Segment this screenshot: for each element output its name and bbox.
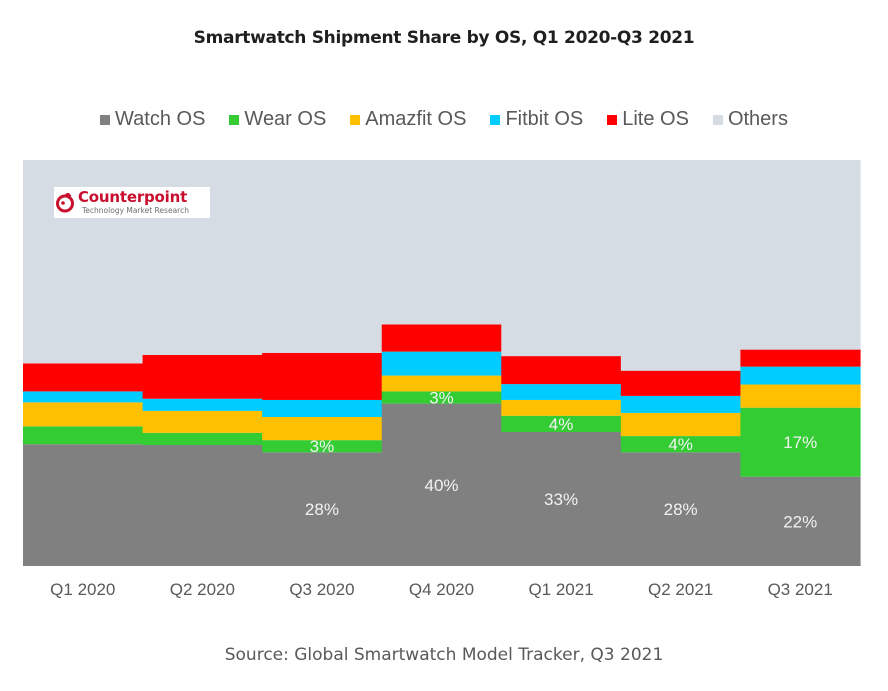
data-label-wear-os-q1-2021: 4% [549,415,574,434]
legend: Watch OS Wear OS Amazfit OS Fitbit OS Li… [0,108,888,131]
bar-segment-lite-os-q1-2020 [23,363,144,392]
bar-segment-lite-os-q3-2020 [262,352,383,400]
bar-segment-lite-os-q1-2021 [501,356,622,385]
legend-swatch-others [712,114,723,125]
bar-segment-fitbit-os-q2-2020 [142,398,263,411]
bar-segment-others-q2-2021 [620,160,742,371]
legend-swatch-fitbit-os [490,114,501,125]
bar-segment-fitbit-os-q3-2021 [740,366,861,385]
bar-segment-lite-os-q3-2021 [740,349,861,367]
bar-segment-watch-os-q3-2020 [262,452,383,566]
bar-segment-fitbit-os-q1-2021 [501,384,622,400]
counterpoint-logo-icon [56,192,74,212]
bar-segment-wear-os-q1-2021 [501,415,622,433]
bar-segment-wear-os-q2-2020 [142,432,263,446]
bar-segment-fitbit-os-q3-2020 [262,399,383,417]
bar-segment-amazfit-os-q3-2020 [262,417,383,441]
bar-segment-wear-os-q2-2021 [620,436,742,453]
bar-segment-amazfit-os-q4-2020 [381,375,502,392]
data-label-wear-os-q2-2021: 4% [668,435,693,454]
x-tick-q1-2021: Q1 2021 [528,580,593,599]
x-axis-tick-labels: Q1 2020 Q2 2020 Q3 2020 Q4 2020 Q1 2021 Q2 20… [50,580,833,599]
legend-label-amazfit-os: Amazfit OS [365,108,467,130]
bar-segment-others-q1-2021 [501,160,622,357]
counterpoint-logo: Counterpoint Technology Market Research [54,187,210,218]
data-label-watch-os-q3-2020: 28% [305,500,339,519]
bar-segment-others-q3-2021 [740,160,861,350]
legend-label-watch-os: Watch OS [115,108,206,130]
bar-segment-wear-os-q1-2020 [23,426,144,445]
bar-segment-amazfit-os-q2-2021 [620,412,742,437]
source-note: Source: Global Smartwatch Model Tracker,… [224,645,664,665]
legend-label-wear-os: Wear OS [244,108,327,130]
bar-segment-others-q4-2020 [381,160,502,325]
bar-segment-watch-os-q3-2021 [740,476,861,566]
data-label-wear-os-q3-2020: 3% [310,437,335,456]
bar-segment-watch-os-q2-2020 [142,445,263,566]
x-tick-q1-2020: Q1 2020 [50,580,115,599]
logo-tagline: Technology Market Research [82,206,189,216]
legend-item-watch-os: Watch OS [100,108,205,131]
data-labels-group: 28% 3% 40% 3% 33% 4% 28% 4% 22% 17% [305,389,817,532]
bar-segment-lite-os-q2-2020 [142,354,263,399]
bar-segment-amazfit-os-q3-2021 [740,384,861,408]
x-tick-q2-2020: Q2 2020 [170,580,235,599]
legend-item-amazfit-os: Amazfit OS [350,108,466,131]
bar-segment-fitbit-os-q1-2020 [23,391,144,403]
legend-label-others: Others [727,108,788,130]
bar-segment-amazfit-os-q1-2020 [23,402,144,427]
bar-segment-amazfit-os-q1-2021 [501,399,622,416]
bar-segment-fitbit-os-q4-2020 [381,351,502,376]
bar-segment-wear-os-q3-2020 [262,440,383,453]
bar-segment-fitbit-os-q2-2021 [620,395,742,413]
data-label-wear-os-q3-2021: 17% [783,433,817,452]
bar-segment-watch-os-q1-2020 [23,444,144,566]
legend-item-others: Others [712,108,788,131]
legend-swatch-wear-os [229,114,240,125]
bar-segment-wear-os-q4-2020 [381,391,502,404]
bar-segment-watch-os-q4-2020 [381,403,502,566]
legend-item-lite-os: Lite OS [607,108,689,131]
bar-segment-others-q3-2020 [262,160,383,353]
legend-item-fitbit-os: Fitbit OS [490,108,583,131]
legend-swatch-watch-os [100,114,111,125]
chart-title: Smartwatch Shipment Share by OS, Q1 2020… [193,28,695,48]
bar-segment-lite-os-q4-2020 [381,324,502,352]
bar-segment-amazfit-os-q2-2020 [142,410,263,433]
x-tick-q3-2020: Q3 2020 [289,580,354,599]
data-label-watch-os-q2-2021: 28% [664,500,698,519]
data-label-watch-os-q1-2021: 33% [544,490,578,509]
legend-swatch-lite-os [607,114,618,125]
legend-label-fitbit-os: Fitbit OS [505,108,584,130]
data-label-watch-os-q4-2020: 40% [424,476,458,495]
x-tick-q2-2021: Q2 2021 [648,580,713,599]
logo-name: Counterpoint [78,188,188,207]
legend-item-wear-os: Wear OS [229,108,326,131]
bar-segment-watch-os-q1-2021 [501,432,622,566]
data-label-watch-os-q3-2021: 22% [783,512,817,531]
bar-segment-watch-os-q2-2021 [620,452,742,566]
bars-group [23,160,861,566]
x-tick-q3-2021: Q3 2021 [768,580,833,599]
legend-swatch-amazfit-os [350,114,361,125]
bar-segment-wear-os-q3-2021 [740,407,861,477]
x-tick-q4-2020: Q4 2020 [409,580,474,599]
data-label-wear-os-q4-2020: 3% [429,389,454,408]
bar-segment-lite-os-q2-2021 [620,370,742,396]
legend-label-lite-os: Lite OS [622,108,689,130]
